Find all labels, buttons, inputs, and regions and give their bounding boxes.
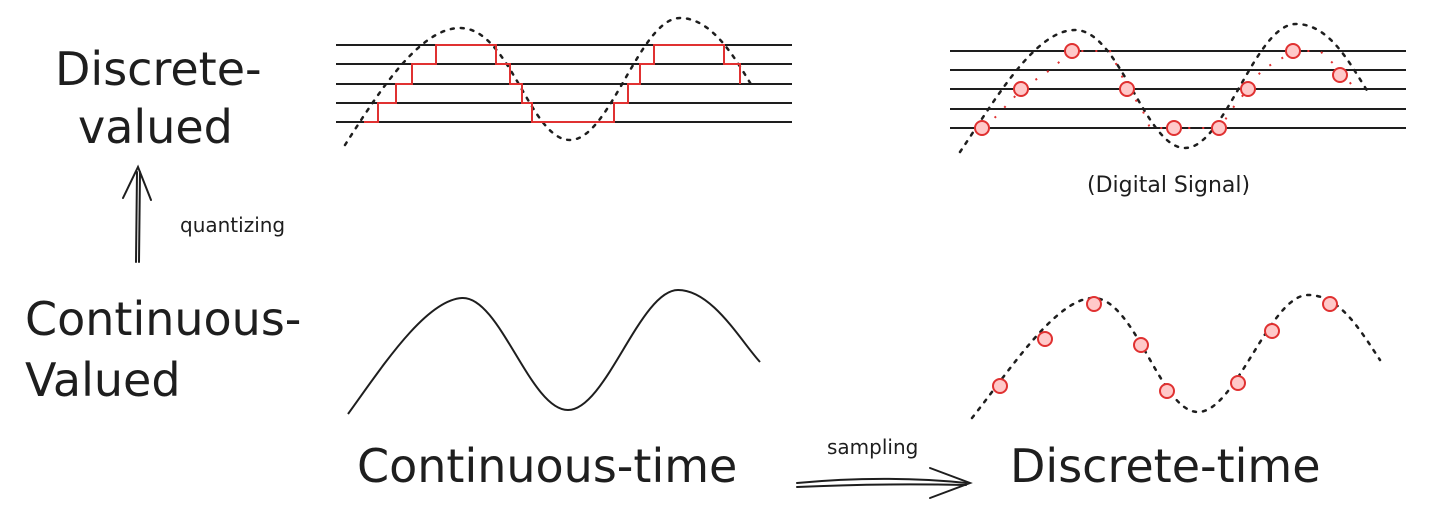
time-sample-point bbox=[1230, 375, 1246, 391]
time-sample-point bbox=[1264, 323, 1280, 339]
quantized-signal-group bbox=[336, 16, 792, 147]
digital-sample-point bbox=[1064, 43, 1080, 59]
time-sample-point bbox=[1037, 331, 1053, 347]
quantized-reference-dotted-curve bbox=[343, 16, 754, 147]
digital-sample-point bbox=[1119, 81, 1135, 97]
quantized-staircase bbox=[364, 44, 741, 123]
time-sample-point bbox=[1159, 383, 1175, 399]
label-sampling: sampling bbox=[827, 435, 918, 459]
digital-quantization-levels bbox=[950, 50, 1406, 129]
label-continuous-time: Continuous-time bbox=[357, 439, 737, 493]
time-sample-point bbox=[1322, 296, 1338, 312]
time-sample-point bbox=[1086, 296, 1102, 312]
label-digital-signal: (Digital Signal) bbox=[1087, 173, 1250, 198]
digital-sample-point bbox=[1285, 43, 1301, 59]
digital-sample-point bbox=[974, 120, 990, 136]
sampled-signal-group bbox=[970, 293, 1382, 420]
digital-sample-point bbox=[1240, 81, 1256, 97]
digital-samples bbox=[974, 43, 1348, 136]
label-continuous-valued-1: Continuous- bbox=[25, 292, 301, 346]
label-quantizing: quantizing bbox=[180, 213, 285, 237]
label-discrete-valued-2: valued bbox=[78, 100, 233, 154]
digital-sample-point bbox=[1211, 120, 1227, 136]
time-sample-point bbox=[992, 378, 1008, 394]
digital-sample-point bbox=[1013, 81, 1029, 97]
digital-sample-point bbox=[1166, 120, 1182, 136]
label-continuous-valued-2: Valued bbox=[25, 353, 181, 407]
time-samples bbox=[992, 296, 1338, 399]
sampled-reference-dotted-curve bbox=[970, 293, 1382, 420]
continuous-signal-curve bbox=[347, 288, 761, 415]
label-discrete-time: Discrete-time bbox=[1010, 439, 1321, 493]
sampling-arrow bbox=[796, 467, 973, 499]
quantizing-arrow bbox=[122, 164, 152, 263]
digital-signal-group bbox=[950, 22, 1406, 154]
label-discrete-valued-1: Discrete- bbox=[55, 42, 262, 96]
time-sample-point bbox=[1133, 337, 1149, 353]
digital-sample-point bbox=[1332, 67, 1348, 83]
